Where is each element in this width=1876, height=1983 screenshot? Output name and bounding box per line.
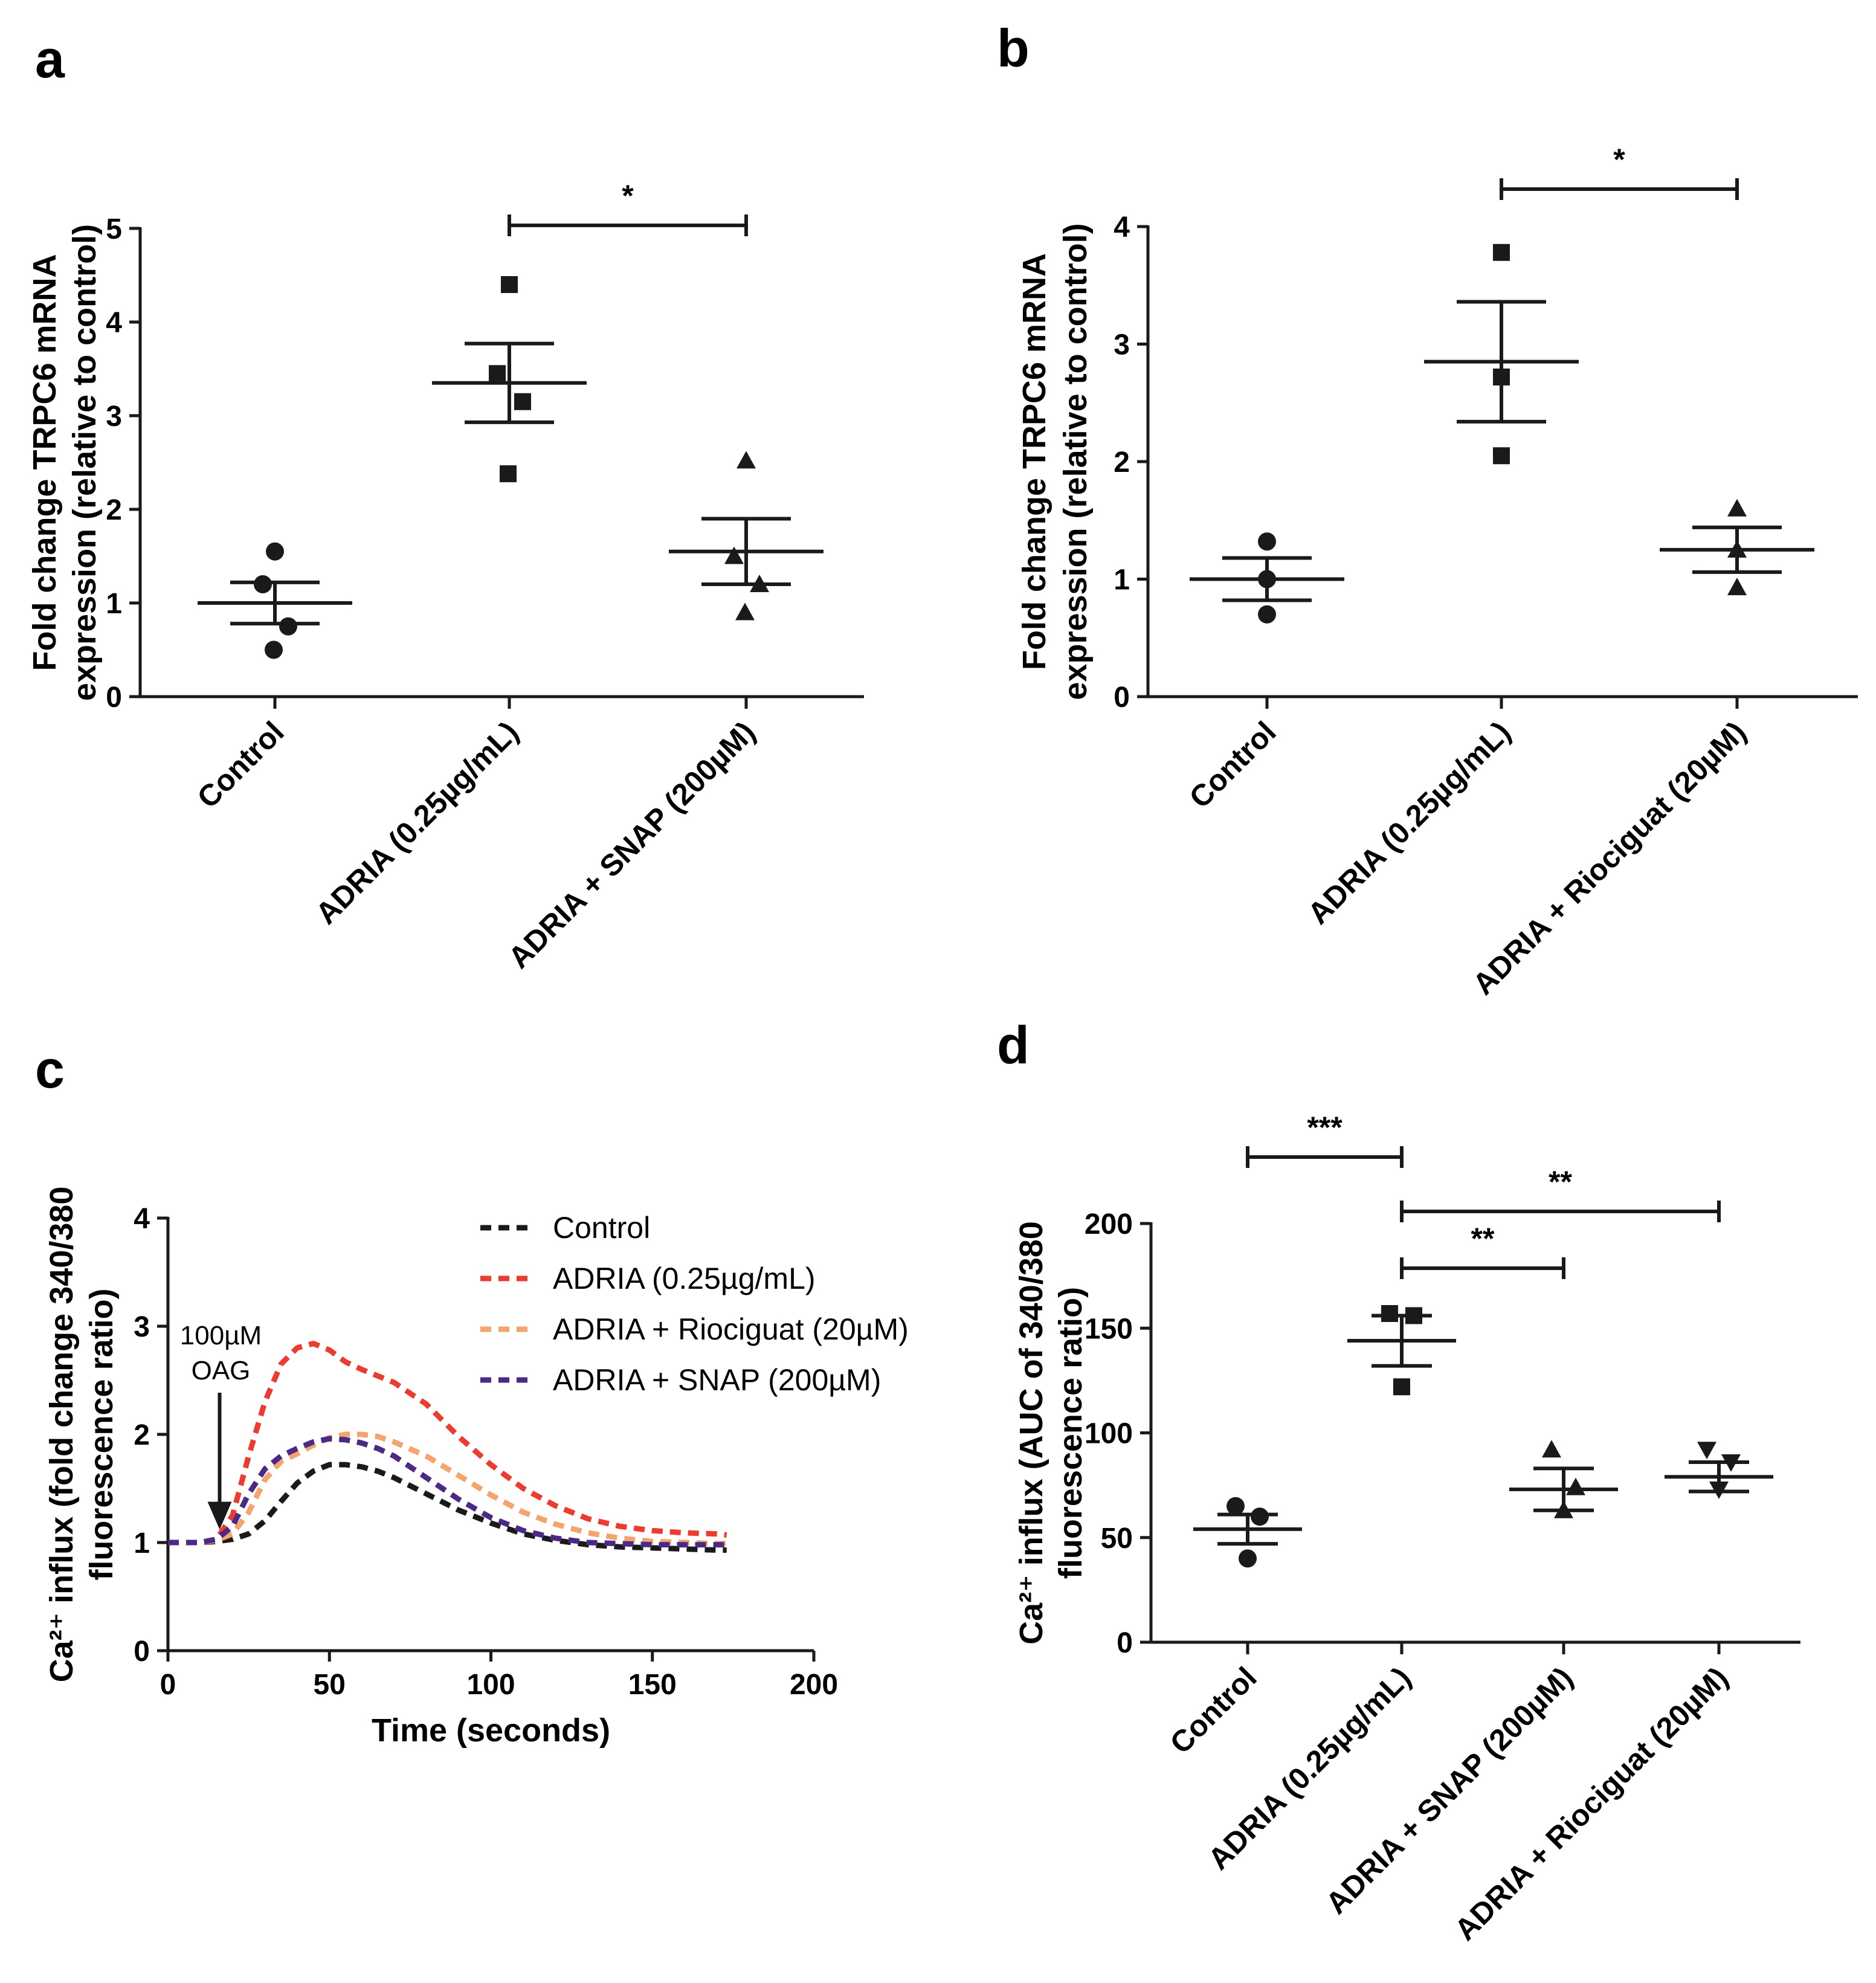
panel-b-point (1727, 578, 1747, 596)
panel-a-ytick-label: 3 (106, 401, 122, 433)
panel-d-ylabel-line2: fluorescence ratio) (1052, 1287, 1089, 1579)
panel-a-point (514, 393, 531, 410)
panel-a-sig-label: * (622, 179, 634, 213)
panel-a-point (254, 575, 272, 593)
panel-d-ytick-label: 50 (1101, 1523, 1133, 1555)
panel-a-category-label: ADRIA (0.25µg/mL) (309, 715, 525, 930)
panel-c-ytick-label: 3 (134, 1311, 150, 1343)
panel-d-ytick-label: 100 (1085, 1418, 1133, 1450)
panel-letter-d: d (997, 1015, 1030, 1075)
panel-b-point (1493, 243, 1510, 261)
panel-b-point (1258, 532, 1276, 551)
panel-a-point (500, 465, 517, 483)
panel-b-ytick-label: 1 (1114, 564, 1130, 596)
panel-a-ylabel-line2: expression (relative to control) (66, 224, 103, 701)
panel-c-annotation-line1: 100µM (180, 1321, 262, 1350)
panel-b-ytick-label: 3 (1114, 329, 1130, 361)
panel-c-ytick-label: 4 (134, 1203, 150, 1235)
panel-b-point (1493, 447, 1510, 465)
panel-d-ytick-label: 150 (1085, 1313, 1133, 1345)
panel-d-sig-label: ** (1471, 1222, 1495, 1256)
panel-d-point (1697, 1442, 1716, 1460)
panel-a-point (737, 451, 756, 469)
panel-b-ylabel-line1: Fold change TRPC6 mRNA (1016, 253, 1052, 670)
panel-d-point (1393, 1378, 1410, 1396)
panel-a-point (279, 617, 297, 636)
panel-a-ytick-label: 2 (106, 494, 122, 526)
panel-c-ylabel-line2: fluorescence ratio) (83, 1288, 120, 1580)
panel-d-sig-label: *** (1307, 1111, 1343, 1144)
panel-b-chart: 0 1 2 3 4 Fold change TRPC6 mRNA expression (r… (1016, 143, 1858, 1001)
panel-a-point (266, 542, 284, 561)
panel-b-point (1258, 605, 1276, 624)
panel-d-point (1239, 1549, 1257, 1568)
panel-a-point (735, 602, 755, 621)
panel-b-ytick-label: 2 (1114, 447, 1130, 479)
panel-c-xtick-label: 0 (160, 1669, 176, 1701)
panel-c-ytick-label: 1 (134, 1527, 150, 1559)
panel-d-point (1381, 1304, 1398, 1322)
panel-letter-a: a (35, 29, 65, 89)
panel-c-xtick-label: 150 (628, 1669, 677, 1701)
panel-a-ytick-label: 4 (106, 307, 122, 339)
panel-d-point (1251, 1507, 1269, 1526)
panel-c-series-line (168, 1462, 727, 1553)
panel-c-legend-label: ADRIA (0.25µg/mL) (553, 1262, 816, 1295)
panel-d-category-label: Control (1164, 1660, 1263, 1760)
panel-letter-b: b (997, 18, 1030, 78)
panel-d-ytick-label: 0 (1117, 1627, 1133, 1659)
panel-a-ytick-label: 0 (106, 682, 122, 714)
panel-b-category-label: ADRIA + Riociguat (20µM) (1466, 715, 1753, 1001)
panel-c-arrow-head (207, 1501, 232, 1530)
panel-c-series-line (168, 1436, 727, 1548)
panel-b-category-label: Control (1183, 715, 1283, 814)
panel-d-ylabel-line1: Ca²⁺ influx (AUC of 340/380 (1013, 1221, 1049, 1645)
panel-a-point (265, 640, 283, 659)
panel-a-point (489, 365, 506, 382)
panel-c-chart: 0 1 2 3 4 0 50 100 150 200 Time (seconds) Ca²⁺ infl… (44, 1187, 909, 1749)
panel-c-annotation-line2: OAG (192, 1356, 251, 1385)
panel-b-sig-label: * (1613, 143, 1625, 176)
panel-c-xtick-label: 50 (314, 1669, 346, 1701)
panel-a-chart: 0 1 2 3 4 5 Fold change TRPC6 mRNA expression (… (27, 179, 864, 975)
panel-a-point (501, 276, 518, 293)
panel-b-ytick-label: 4 (1114, 211, 1130, 243)
panel-a-ytick-label: 5 (106, 213, 122, 245)
panel-a-ylabel-line1: Fold change TRPC6 mRNA (27, 254, 63, 671)
panel-d-sig-label: ** (1549, 1165, 1572, 1199)
panel-c-series-line (168, 1341, 727, 1546)
panel-c-legend-label: ADRIA + Riociguat (20µM) (553, 1312, 909, 1346)
panel-a-ytick-label: 1 (106, 588, 122, 620)
panel-c-xtick-label: 200 (790, 1669, 838, 1701)
panel-c-ytick-label: 0 (134, 1636, 150, 1668)
panel-d-point (1566, 1477, 1585, 1495)
panel-b-point (1727, 498, 1747, 517)
panel-d-point (1226, 1497, 1245, 1515)
panel-c-series-line (168, 1431, 727, 1547)
panel-c-xtick-label: 100 (466, 1669, 515, 1701)
panel-b-ylabel-line2: expression (relative to control) (1057, 223, 1094, 700)
panel-a-category-label: ADRIA + SNAP (200µM) (501, 715, 761, 975)
panel-b-category-label: ADRIA (0.25µg/mL) (1301, 715, 1517, 930)
panel-c-legend-label: ADRIA + SNAP (200µM) (553, 1363, 881, 1397)
panel-c-ytick-label: 2 (134, 1419, 150, 1451)
panel-c-ylabel-line1: Ca²⁺ influx (fold change 340/380 (44, 1187, 80, 1683)
panel-c-legend-label: Control (553, 1211, 650, 1245)
panel-c-xlabel: Time (seconds) (372, 1712, 610, 1749)
panel-d-category-label: ADRIA + Riociguat (20µM) (1448, 1660, 1735, 1947)
panel-d-ytick-label: 200 (1085, 1208, 1133, 1240)
panel-d-point (1542, 1440, 1561, 1458)
panel-a-point (724, 546, 744, 564)
panel-a-category-label: Control (191, 715, 291, 814)
panel-d-chart: 0 50 100 150 200 Ca²⁺ influx (AUC of 340/380 f… (1013, 1111, 1800, 1947)
panel-b-ytick-label: 0 (1114, 682, 1130, 714)
panel-letter-c: c (35, 1039, 65, 1099)
